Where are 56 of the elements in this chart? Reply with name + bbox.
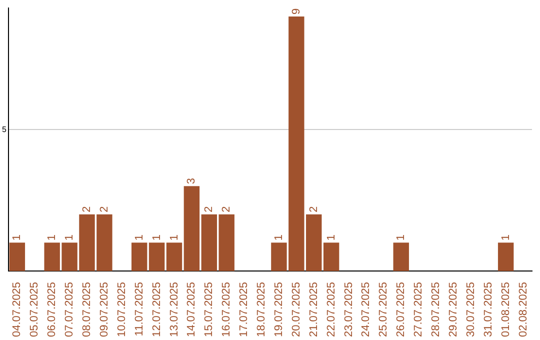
data-label: 9 — [290, 8, 302, 14]
data-label: 2 — [308, 206, 320, 212]
data-label: 1 — [150, 234, 163, 241]
data-label: 1 — [64, 234, 76, 241]
bar — [184, 186, 200, 271]
data-label: 2 — [220, 206, 233, 212]
x-tick-label: 08.07.2025 — [81, 282, 94, 338]
x-tick-label: 01.08.2025 — [500, 282, 512, 338]
bar — [498, 242, 514, 271]
x-tick-label: 24.07.2025 — [360, 282, 372, 338]
x-tick-label: 30.07.2025 — [464, 282, 477, 338]
x-tick-label: 29.07.2025 — [448, 282, 460, 338]
x-tick-label: 12.07.2025 — [150, 282, 163, 338]
x-tick-label: 21.07.2025 — [308, 282, 320, 338]
x-tick-label: 28.07.2025 — [430, 282, 442, 338]
x-tick-label: 20.07.2025 — [290, 282, 302, 338]
data-label: 2 — [81, 206, 94, 212]
data-label: 1 — [11, 234, 24, 241]
x-tick-label: 04.07.2025 — [11, 282, 24, 338]
x-tick-label: 22.07.2025 — [325, 282, 338, 338]
x-tick-label: 10.07.2025 — [116, 282, 128, 338]
data-label: 2 — [98, 206, 110, 212]
data-label: 1 — [325, 234, 338, 241]
x-tick-label: 07.07.2025 — [64, 282, 76, 338]
x-tick-label: 14.07.2025 — [186, 282, 198, 338]
data-label: 1 — [395, 234, 408, 241]
data-label: 1 — [46, 234, 58, 241]
x-tick-label: 31.07.2025 — [482, 282, 494, 338]
x-tick-label: 02.08.2025 — [517, 282, 530, 338]
y-tick-label: 5 — [2, 124, 7, 134]
x-tick-label: 17.07.2025 — [238, 282, 250, 338]
x-tick-label: 05.07.2025 — [28, 282, 41, 338]
bar — [148, 242, 165, 271]
x-tick-label: 15.07.2025 — [203, 282, 216, 338]
x-tick-label: 06.07.2025 — [46, 282, 58, 338]
data-label: 3 — [186, 178, 198, 184]
x-tick-label: 09.07.2025 — [98, 282, 110, 338]
data-label: 1 — [500, 234, 512, 241]
data-label: 1 — [272, 234, 285, 241]
data-label: 2 — [203, 206, 216, 212]
bar — [393, 242, 409, 271]
data-label: 1 — [168, 234, 180, 241]
x-tick-label: 18.07.2025 — [256, 282, 268, 338]
x-tick-label: 13.07.2025 — [168, 282, 180, 338]
bar — [323, 242, 340, 271]
data-label: 1 — [133, 234, 146, 241]
x-tick-label: 19.07.2025 — [272, 282, 285, 338]
x-tick-label: 23.07.2025 — [342, 282, 355, 338]
x-tick-label: 16.07.2025 — [220, 282, 233, 338]
x-tick-label: 27.07.2025 — [412, 282, 425, 338]
x-tick-label: 11.07.2025 — [133, 282, 146, 336]
x-tick-label: 26.07.2025 — [395, 282, 408, 338]
x-tick-label: 25.07.2025 — [378, 282, 390, 338]
bar — [166, 242, 182, 271]
bar — [131, 242, 148, 271]
bar — [9, 242, 26, 271]
